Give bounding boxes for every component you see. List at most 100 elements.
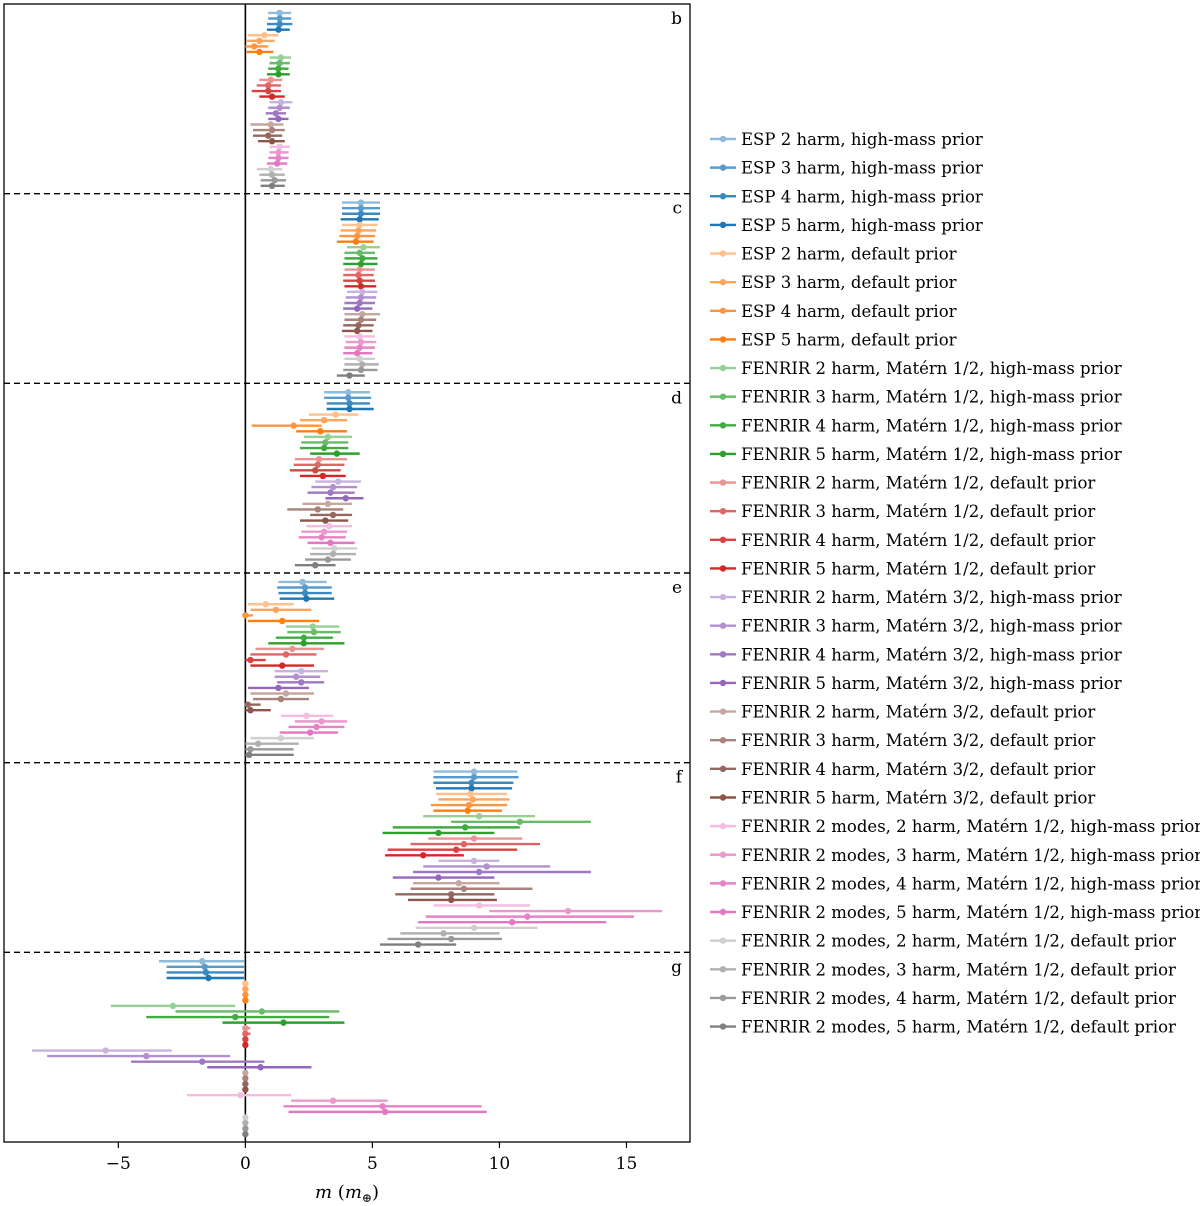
point-f-12 <box>470 835 478 842</box>
panel-label-e: e <box>672 578 682 598</box>
point-f-22 <box>447 891 455 898</box>
point-e-29 <box>254 740 262 747</box>
point-b-26 <box>275 154 282 162</box>
point-b-2 <box>276 20 283 28</box>
point-f-16 <box>470 857 478 865</box>
point-e-5 <box>272 606 280 614</box>
point-b-21 <box>268 126 276 134</box>
legend-item-6: ESP 4 harm, default prior <box>710 302 957 321</box>
panel-label-c: c <box>672 199 682 219</box>
legend-marker-18 <box>719 651 727 658</box>
point-c-4 <box>356 221 363 229</box>
point-g-29 <box>242 1119 249 1127</box>
legend-item-24: FENRIR 2 modes, 2 harm, Matérn 1/2, high… <box>710 817 1200 836</box>
point-b-19 <box>275 115 282 123</box>
legend-marker-6 <box>719 307 727 314</box>
point-d-5 <box>320 416 328 424</box>
legend-label-15: FENRIR 5 harm, Matérn 1/2, default prior <box>741 559 1095 578</box>
legend-marker-9 <box>719 393 727 400</box>
legend-label-20: FENRIR 2 harm, Matérn 3/2, default prior <box>741 703 1095 722</box>
point-g-4 <box>242 980 249 987</box>
point-c-29 <box>359 361 366 368</box>
panel-label-f: f <box>676 768 684 788</box>
point-d-29 <box>329 550 337 558</box>
legend-item-18: FENRIR 4 harm, Matérn 3/2, high-mass pri… <box>710 645 1122 664</box>
legend-label-28: FENRIR 2 modes, 2 harm, Matérn 1/2, defa… <box>741 932 1176 951</box>
legend-label-30: FENRIR 2 modes, 4 harm, Matérn 1/2, defa… <box>741 989 1176 1008</box>
legend-item-28: FENRIR 2 modes, 2 harm, Matérn 1/2, defa… <box>710 932 1176 951</box>
point-f-9 <box>516 818 523 825</box>
point-d-16 <box>334 478 342 485</box>
point-c-9 <box>356 249 363 256</box>
point-b-8 <box>277 54 285 61</box>
point-b-11 <box>275 71 282 78</box>
point-c-3 <box>356 216 363 223</box>
point-g-31 <box>242 1130 249 1138</box>
legend-item-19: FENRIR 5 harm, Matérn 3/2, high-mass pri… <box>710 674 1122 693</box>
point-e-21 <box>277 695 285 703</box>
point-g-16 <box>102 1047 109 1054</box>
point-c-26 <box>356 344 363 351</box>
point-f-14 <box>453 846 460 853</box>
point-e-17 <box>292 673 300 680</box>
point-c-19 <box>353 305 361 312</box>
point-f-30 <box>447 935 455 943</box>
point-g-11 <box>280 1019 287 1026</box>
legend-label-22: FENRIR 4 harm, Matérn 3/2, default prior <box>741 760 1095 779</box>
point-f-10 <box>461 824 469 831</box>
legend-item-29: FENRIR 2 modes, 3 harm, Matérn 1/2, defa… <box>710 960 1176 979</box>
point-b-20 <box>267 121 274 128</box>
point-b-10 <box>275 65 282 72</box>
plot-frame <box>3 3 691 1143</box>
point-b-5 <box>256 37 263 45</box>
legend-label-1: ESP 3 harm, high-mass prior <box>741 159 983 178</box>
x-axis-label-close: ) <box>372 1182 379 1203</box>
legend-label-0: ESP 2 harm, high-mass prior <box>741 130 983 149</box>
point-d-17 <box>329 483 337 491</box>
point-c-0 <box>357 199 365 206</box>
legend-item-5: ESP 3 harm, default prior <box>710 273 957 292</box>
legend-item-14: FENRIR 4 harm, Matérn 1/2, default prior <box>710 531 1095 550</box>
point-c-6 <box>353 232 361 240</box>
point-g-15 <box>242 1041 249 1049</box>
point-c-31 <box>346 372 353 379</box>
panel-d: d <box>251 388 682 569</box>
point-g-3 <box>205 974 212 982</box>
point-e-8 <box>309 623 316 630</box>
point-d-21 <box>314 506 321 513</box>
point-d-9 <box>322 439 329 446</box>
point-f-15 <box>420 852 427 859</box>
legend-label-7: ESP 5 harm, default prior <box>741 330 957 349</box>
point-b-18 <box>272 110 280 117</box>
point-d-23 <box>322 517 329 524</box>
legend-label-8: FENRIR 2 harm, Matérn 1/2, high-mass pri… <box>741 359 1122 378</box>
x-tick-label-1: 0 <box>240 1154 251 1174</box>
point-e-13 <box>282 651 290 658</box>
legend: ESP 2 harm, high-mass prior ESP 3 harm, h… <box>710 130 1200 1037</box>
point-e-15 <box>279 662 286 669</box>
point-e-0 <box>299 578 306 586</box>
x-tick-label-4: 15 <box>616 1154 638 1174</box>
legend-label-11: FENRIR 5 harm, Matérn 1/2, high-mass pri… <box>741 445 1122 464</box>
legend-item-21: FENRIR 3 harm, Matérn 3/2, default prior <box>710 731 1095 750</box>
legend-marker-23 <box>719 794 727 801</box>
point-c-10 <box>359 255 366 262</box>
legend-item-9: FENRIR 3 harm, Matérn 1/2, high-mass pri… <box>710 388 1122 407</box>
point-g-30 <box>242 1125 249 1132</box>
point-f-21 <box>460 885 468 892</box>
point-g-6 <box>242 991 249 998</box>
legend-item-25: FENRIR 2 modes, 3 harm, Matérn 1/2, high… <box>710 846 1200 865</box>
x-axis-label-sub: ⊕ <box>362 1191 372 1205</box>
legend-marker-30 <box>719 994 727 1002</box>
point-d-27 <box>327 539 334 547</box>
point-c-8 <box>360 244 367 251</box>
point-c-30 <box>357 366 365 374</box>
legend-marker-25 <box>719 851 727 858</box>
point-g-14 <box>242 1036 249 1043</box>
legend-label-17: FENRIR 3 harm, Matérn 3/2, high-mass pri… <box>741 617 1122 636</box>
point-f-8 <box>475 813 483 820</box>
point-c-7 <box>352 238 360 245</box>
legend-item-27: FENRIR 2 modes, 5 harm, Matérn 1/2, high… <box>710 903 1200 922</box>
point-f-5 <box>469 796 476 803</box>
point-c-16 <box>359 288 366 296</box>
